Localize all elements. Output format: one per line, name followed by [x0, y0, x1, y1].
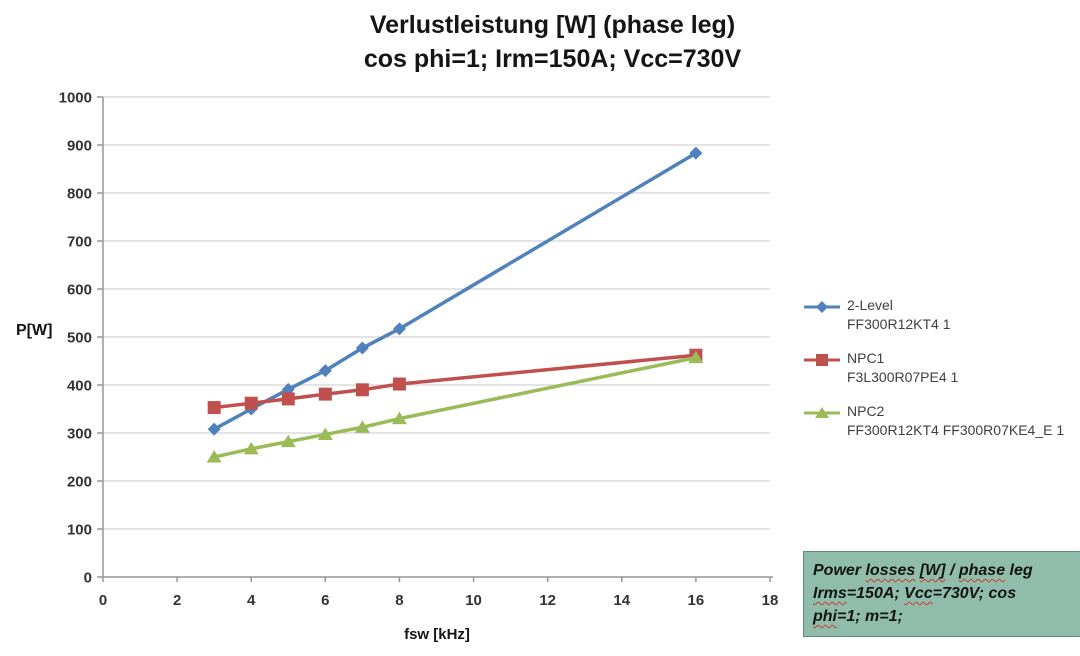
y-tick-label: 900 [67, 138, 92, 155]
series-npc1-f3l300r07pe4-1 [207, 348, 703, 415]
chart-title-line1: Verlustleistung [W] (phase leg) [369, 11, 736, 39]
legend-item-2-level: 2-Level FF300R12KT4 1 [803, 296, 951, 334]
y-tick-label: 800 [67, 186, 92, 203]
legend-label-block: NPC1 F3L300R07PE4 1 [847, 349, 958, 387]
gridlines [103, 96, 770, 530]
series-2-level-ff300r12kt4-1 [207, 146, 703, 436]
y-tick-label: 400 [67, 378, 92, 395]
legend-item-npc2: NPC2 FF300R12KT4 FF300R07KE4_E 1 [803, 402, 1064, 440]
legend-label: 2-Level [847, 297, 893, 313]
x-tick-label: 12 [539, 592, 556, 609]
y-tick-label: 1000 [59, 90, 92, 107]
x-tick-label: 2 [173, 592, 181, 609]
x-tick-label: 18 [762, 592, 779, 609]
legend-label: NPC2 [847, 403, 885, 419]
legend-item-npc1: NPC1 F3L300R07PE4 1 [803, 349, 958, 387]
legend-part-number: FF300R12KT4 1 [847, 316, 951, 332]
y-tick-label: 600 [67, 282, 92, 299]
y-tick-label: 500 [67, 330, 92, 347]
series-npc2-ff300r12kt4-ff300r07ke4-e-1 [206, 350, 704, 463]
x-tick-label: 8 [395, 592, 403, 609]
legend-label-block: 2-Level FF300R12KT4 1 [847, 296, 951, 334]
x-tick-label: 6 [321, 592, 329, 609]
y-tick-label: 300 [67, 426, 92, 443]
y-tick-label: 100 [67, 522, 92, 539]
power-losses-note-box: Power losses [W] / phase leg Irms=150A; V… [803, 551, 1080, 637]
x-axis-title: fsw [kHz] [404, 626, 470, 643]
y-tick-label: 200 [67, 474, 92, 491]
x-tick-label: 4 [247, 592, 256, 609]
y-tick-label: 0 [84, 570, 92, 587]
legend-part-number: F3L300R07PE4 1 [847, 369, 959, 385]
legend-marker-triangle-icon [804, 407, 840, 418]
note-box-line: phi=1; m=1; [813, 608, 903, 625]
chart-title-line2: cos phi=1; Irm=150A; Vcc=730V [363, 45, 742, 73]
x-tick-label: 10 [465, 592, 482, 609]
x-tick-label: 16 [688, 592, 705, 609]
x-tick-label: 0 [99, 592, 107, 609]
x-tick-label: 14 [613, 592, 630, 609]
legend-marker-square-icon [804, 354, 840, 366]
note-box-line: Power losses [W] / phase leg [813, 562, 1033, 579]
legend-part-number: FF300R12KT4 FF300R07KE4_E 1 [847, 422, 1065, 438]
chart-title: Verlustleistung [W] (phase leg) cos phi=… [25, 8, 1080, 76]
tick-labels: 0 100 200 300 400 500 600 700 800 900 1000 0 2 4 6 8 10 1… [59, 90, 779, 610]
legend-label-block: NPC2 FF300R12KT4 FF300R07KE4_E 1 [847, 402, 1064, 440]
y-axis-title: P[W] [16, 322, 53, 339]
legend-label: NPC1 [847, 350, 885, 366]
legend-marker-diamond-icon [804, 301, 840, 313]
axes-lines [97, 96, 773, 582]
note-box-line: Irms=150A; Vcc=730V; cos [813, 585, 1017, 602]
y-tick-label: 700 [67, 234, 92, 251]
